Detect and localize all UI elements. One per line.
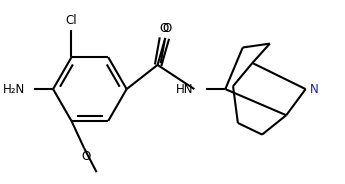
Text: HN: HN [176, 83, 194, 96]
Text: O: O [81, 150, 91, 163]
Text: N: N [309, 83, 318, 96]
Text: O: O [162, 22, 172, 35]
Text: Cl: Cl [66, 14, 77, 27]
Text: O: O [160, 22, 169, 35]
Text: H₂N: H₂N [3, 83, 25, 96]
